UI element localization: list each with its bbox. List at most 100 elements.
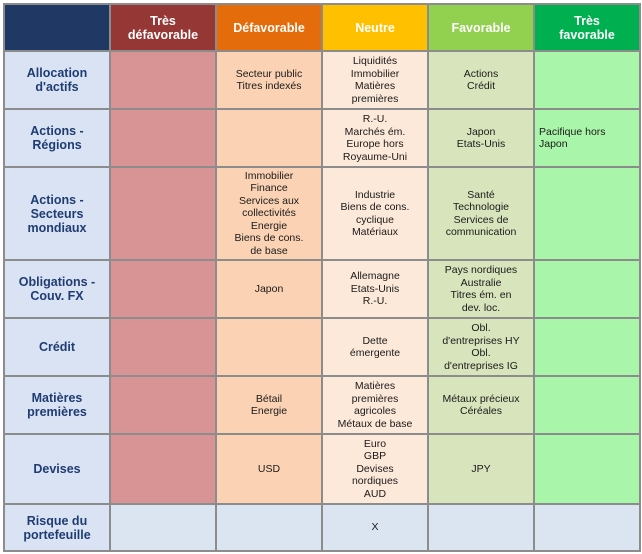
cell-line: Europe hors	[346, 138, 404, 150]
cell-line: Matières	[354, 380, 396, 392]
header-row: Très défavorable Défavorable Neutre Favor…	[3, 3, 641, 52]
cell-line: Matières	[31, 391, 83, 405]
cell-line: Crédit	[466, 80, 495, 92]
row-label: Matières premières	[3, 375, 111, 435]
cell-line: agricoles	[353, 405, 397, 417]
cell-line: Titres ém. en	[450, 289, 512, 301]
cell-favorable: Santé Technologie Services de communication	[427, 166, 535, 261]
cell-line: Métaux précieux	[442, 392, 520, 405]
cell-line: Etats-Unis	[350, 282, 400, 295]
cell-line: Devises	[33, 462, 81, 476]
header-favorable: Favorable	[427, 3, 535, 52]
cell-favorable: JPY	[427, 433, 535, 505]
cell-defavorable: Secteur public Titres indexés	[215, 50, 323, 110]
cell-line: de base	[250, 244, 288, 257]
cell-defavorable: Bétail Energie	[215, 375, 323, 435]
cell-line: Immobilier	[244, 169, 294, 182]
cell-line: Obl.	[471, 322, 491, 334]
row-label: Actions - Régions	[3, 108, 111, 168]
table-row: Matières premières Bétail Energie Matières pr…	[3, 375, 641, 435]
cell-line: Allocation	[26, 66, 88, 80]
cell-defavorable: Japon	[215, 259, 323, 319]
header-tres-defavorable: Très défavorable	[109, 3, 217, 52]
cell-tres-defavorable	[109, 317, 217, 377]
cell-line: Services de	[453, 213, 509, 226]
row-label: Devises	[3, 433, 111, 505]
cell-line: Euro	[363, 437, 387, 450]
cell-line: R.-U.	[362, 113, 388, 125]
corner-cell	[3, 3, 111, 52]
cell-line: AUD	[363, 487, 387, 500]
cell-line: Obl.	[471, 347, 491, 359]
cell-line: premières	[27, 405, 87, 419]
cell-line: Risque du	[26, 513, 88, 528]
cell-line: Très	[574, 13, 600, 28]
cell-line: X	[371, 521, 379, 534]
cell-tres-favorable	[533, 503, 641, 552]
cell-line: Santé	[467, 188, 495, 201]
cell-line: Matières	[354, 80, 396, 92]
cell-line: communication	[445, 226, 517, 238]
cell-line: Titres indexés	[236, 80, 302, 92]
cell-defavorable	[215, 108, 323, 168]
cell-line: favorable	[559, 27, 615, 42]
cell-line: Biens de cons.	[234, 232, 304, 245]
cell-line: Energie	[250, 219, 288, 232]
cell-line: Actions -	[30, 124, 84, 138]
cell-tres-defavorable	[109, 108, 217, 168]
cell-line: Secteurs	[30, 206, 84, 221]
cell-tres-defavorable	[109, 166, 217, 261]
cell-line: d'entreprises IG	[444, 359, 518, 372]
header-neutre: Neutre	[321, 3, 429, 52]
cell-tres-favorable	[533, 259, 641, 319]
cell-favorable: Actions Crédit	[427, 50, 535, 110]
cell-line: émergente	[349, 347, 401, 359]
cell-line: R.-U.	[362, 295, 388, 308]
cell-tres-defavorable	[109, 433, 217, 505]
cell-tres-defavorable	[109, 50, 217, 110]
cell-line: Dette	[362, 334, 388, 347]
cell-line: Finance	[250, 182, 288, 195]
cell-favorable	[427, 503, 535, 552]
cell-neutre: Industrie Biens de cons. cyclique Matériaux	[321, 166, 429, 261]
cell-line: Actions -	[30, 192, 84, 207]
table-row: Devises USD Euro GBP Devises nordiques AUD JPY	[3, 433, 641, 505]
header-defavorable: Défavorable	[215, 3, 323, 52]
cell-line: Services aux	[238, 194, 300, 207]
cell-tres-favorable	[533, 166, 641, 261]
cell-line: Neutre	[355, 20, 395, 35]
cell-line: cyclique	[356, 213, 394, 226]
cell-line: Japon	[539, 138, 568, 150]
cell-line: Défavorable	[233, 20, 305, 35]
cell-line: Couv. FX	[30, 289, 84, 303]
cell-tres-defavorable	[109, 375, 217, 435]
cell-line: Japon	[466, 125, 496, 138]
cell-line: mondiaux	[27, 220, 87, 235]
cell-favorable: Métaux précieux Céréales	[427, 375, 535, 435]
cell-neutre: X	[321, 503, 429, 552]
cell-line: USD	[257, 462, 281, 475]
cell-line: Pays nordiques	[444, 264, 518, 276]
cell-line: Liquidités	[352, 55, 398, 67]
cell-line: Actions	[463, 67, 499, 80]
cell-line: Crédit	[38, 340, 76, 354]
table-row: Actions - Secteurs mondiaux Immobilier Finan…	[3, 166, 641, 261]
cell-line: collectivités	[242, 207, 296, 220]
table-row: Crédit Dette émergente Obl. d'entreprises HY…	[3, 317, 641, 377]
cell-line: Métaux de base	[337, 417, 413, 430]
cell-tres-favorable	[533, 50, 641, 110]
cell-line: Pacifique hors	[539, 125, 606, 138]
table-row: Allocation d'actifs Secteur public Titres i…	[3, 50, 641, 110]
cell-neutre: Allemagne Etats-Unis R.-U.	[321, 259, 429, 319]
cell-line: Régions	[32, 138, 82, 152]
cell-line: Australie	[460, 276, 502, 289]
cell-line: d'actifs	[35, 80, 79, 94]
cell-line: Technologie	[452, 201, 510, 213]
row-label: Actions - Secteurs mondiaux	[3, 166, 111, 261]
row-label: Risque du portefeuille	[3, 503, 111, 552]
cell-line: Biens de cons.	[340, 201, 410, 213]
header-tres-favorable: Très favorable	[533, 3, 641, 52]
cell-line: premières	[351, 392, 399, 405]
cell-line: Favorable	[451, 20, 511, 35]
cell-line: Industrie	[354, 188, 396, 201]
